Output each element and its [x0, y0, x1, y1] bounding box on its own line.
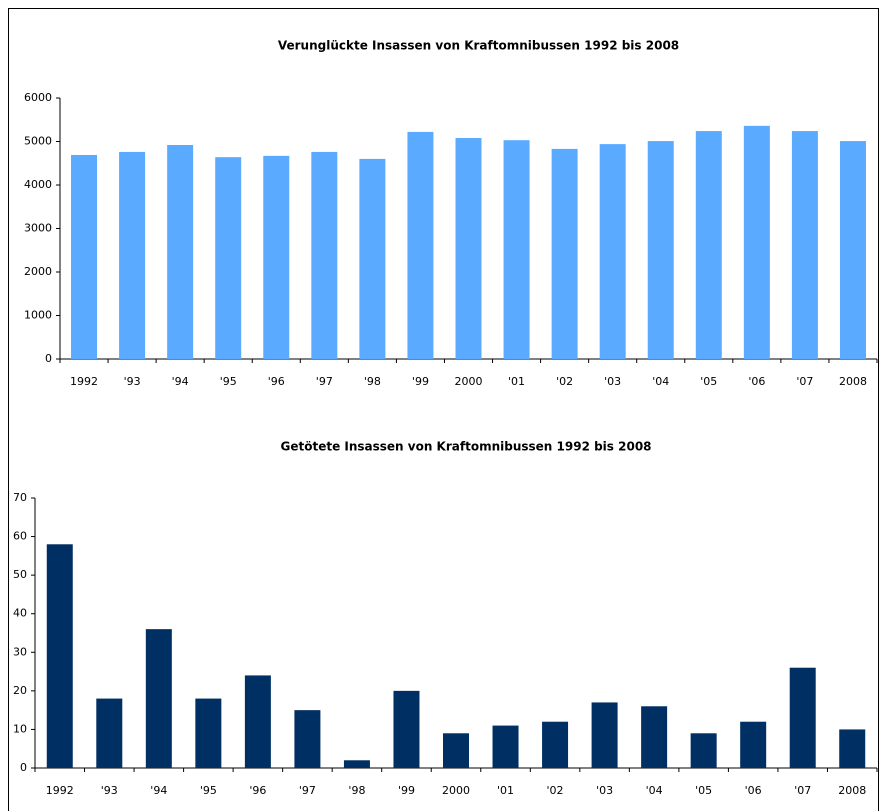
bar: [311, 151, 338, 359]
bar: [393, 690, 420, 768]
x-tick-label: '93: [124, 375, 141, 388]
bar: [96, 698, 123, 768]
x-tick-label: 2000: [455, 375, 483, 388]
bar: [119, 151, 146, 359]
x-tick-label: '98: [348, 784, 365, 797]
y-tick-label: 3000: [24, 222, 52, 235]
x-tick-label: '95: [200, 784, 217, 797]
y-tick-label: 0: [45, 352, 52, 365]
y-tick-label: 5000: [24, 135, 52, 148]
bar: [167, 144, 194, 359]
bar: [599, 144, 626, 359]
bar: [443, 733, 469, 768]
x-tick-label: '01: [497, 784, 514, 797]
x-tick-label: 2008: [839, 375, 867, 388]
bar: [503, 140, 530, 359]
y-tick-label: 30: [13, 645, 27, 658]
bar: [743, 125, 770, 359]
bar: [839, 141, 866, 359]
y-tick-label: 60: [13, 530, 27, 543]
bar: [145, 629, 172, 768]
x-tick-label: '93: [101, 784, 118, 797]
x-tick-label: '96: [249, 784, 266, 797]
y-tick-label: 40: [13, 607, 27, 620]
y-tick-label: 6000: [24, 91, 52, 104]
x-tick-label: '96: [268, 375, 285, 388]
chart-title: Verunglückte Insassen von Kraftomnibusse…: [278, 39, 679, 53]
bar: [294, 710, 321, 768]
bar: [492, 725, 519, 768]
frame: [8, 8, 879, 811]
bar: [343, 760, 370, 768]
x-tick-label: '05: [695, 784, 712, 797]
bar: [791, 131, 818, 359]
x-tick-label: '94: [172, 375, 189, 388]
x-tick-label: '97: [299, 784, 316, 797]
bar: [551, 148, 578, 359]
bar: [263, 155, 290, 359]
x-tick-label: '01: [508, 375, 525, 388]
bar: [407, 131, 434, 359]
bar: [740, 721, 767, 768]
bar: [195, 698, 222, 768]
bar: [71, 154, 98, 359]
x-tick-label: '06: [748, 375, 765, 388]
x-tick-label: '94: [150, 784, 167, 797]
bar: [647, 141, 674, 359]
x-tick-label: 2000: [442, 784, 470, 797]
x-tick-label: '99: [398, 784, 415, 797]
y-tick-label: 50: [13, 568, 27, 581]
bar: [542, 721, 569, 768]
x-tick-label: '97: [316, 375, 333, 388]
bar: [789, 667, 816, 768]
x-tick-label: '04: [646, 784, 663, 797]
bar: [641, 706, 668, 768]
x-tick-label: '03: [596, 784, 613, 797]
x-tick-label: '02: [556, 375, 573, 388]
bar: [690, 733, 717, 768]
bar: [215, 157, 242, 359]
x-tick-label: '05: [700, 375, 717, 388]
y-tick-label: 2000: [24, 265, 52, 278]
x-tick-label: 1992: [70, 375, 98, 388]
x-tick-label: '03: [604, 375, 621, 388]
bar: [359, 158, 386, 359]
y-tick-label: 1000: [24, 309, 52, 322]
y-tick-label: 4000: [24, 178, 52, 191]
x-tick-label: 1992: [46, 784, 74, 797]
y-tick-label: 20: [13, 684, 27, 697]
y-tick-label: 10: [13, 722, 27, 735]
x-tick-label: '99: [412, 375, 429, 388]
x-tick-label: 2008: [838, 784, 866, 797]
chart-title: Getötete Insassen von Kraftomnibussen 19…: [280, 440, 651, 454]
bar: [839, 729, 866, 768]
x-tick-label: '07: [794, 784, 811, 797]
y-tick-label: 0: [20, 761, 27, 774]
x-tick-label: '06: [745, 784, 762, 797]
x-tick-label: '07: [796, 375, 813, 388]
bar: [244, 675, 271, 768]
bar: [455, 138, 482, 359]
bar: [46, 544, 73, 768]
bar: [695, 131, 722, 359]
x-tick-label: '04: [652, 375, 669, 388]
x-tick-label: '98: [364, 375, 381, 388]
x-tick-label: '02: [547, 784, 564, 797]
bar: [591, 702, 618, 768]
y-tick-label: 70: [13, 491, 27, 504]
x-tick-label: '95: [220, 375, 237, 388]
